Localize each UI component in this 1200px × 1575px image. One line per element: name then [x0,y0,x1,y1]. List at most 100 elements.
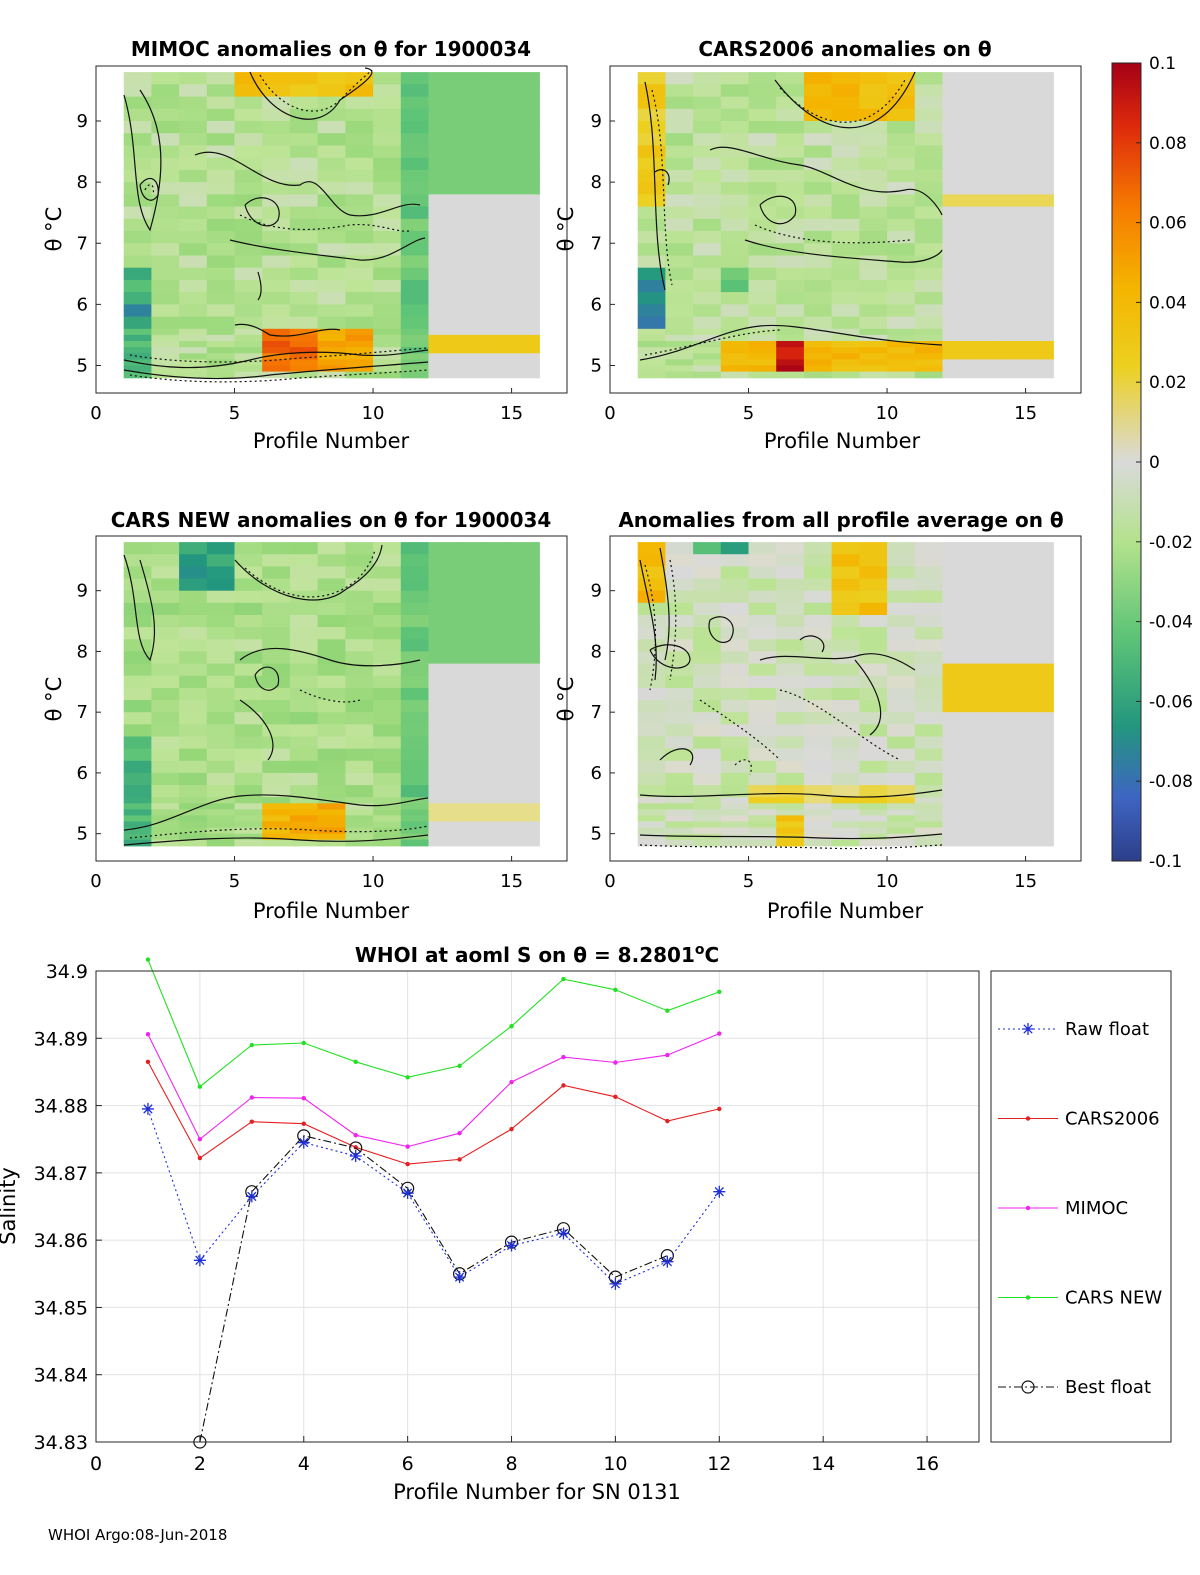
heatmap-cell [997,700,1027,713]
heatmap-cell [123,365,152,373]
heatmap-cell [262,353,291,360]
heatmap-cell [859,353,888,360]
heatmap-cell [859,627,888,640]
heatmap-cell [997,316,1027,330]
data-point-cars2006 [665,1118,670,1124]
heatmap-cell [289,736,319,750]
heatmap-cell [693,797,722,804]
heatmap-cell [289,304,319,318]
heatmap-cell [887,121,916,134]
heatmap-cell [970,316,999,330]
heatmap-cell [693,554,722,567]
heatmap-cell [831,639,860,652]
heatmap-cell [483,359,513,367]
heatmap-cell [942,651,971,665]
colorbar-tick-label: 0.1 [1149,54,1176,74]
heatmap-cell [373,748,402,762]
heatmap-cell [997,255,1027,269]
heatmap-cell [887,772,916,786]
heatmap-cell [859,809,888,817]
heatmap-cell [206,785,236,798]
heatmap-cell [637,663,666,677]
heatmap-cell [289,96,319,110]
data-point-raw-float [193,1254,206,1267]
heatmap-cell [289,359,319,367]
heatmap-cell [997,133,1027,146]
heatmap-cell [179,639,208,652]
heatmap-cell [262,675,291,689]
heatmap-cell [776,748,805,762]
heatmap-cell [693,121,722,134]
heatmap-cell [914,365,944,373]
heatmap-cell [511,839,540,847]
heatmap-cell [942,145,971,159]
heatmap-cell [234,243,263,257]
heatmap-cell [970,772,999,786]
heatmap-cell [179,687,208,701]
heatmap-cell [859,206,888,220]
heatmap-cell [262,797,291,804]
heatmap-cell [720,797,750,804]
heatmap-cell [345,292,374,305]
heatmap-cell [776,72,805,85]
heatmap-cell [179,542,208,555]
heatmap-cell [400,133,430,146]
heatmap-cell [206,827,236,835]
heatmap-cell [776,218,805,232]
heatmap-cell [887,663,916,677]
heatmap-cell [151,108,180,122]
x-tick-label: 0 [90,1453,102,1475]
heatmap-cell [997,797,1027,804]
heatmap-cell [859,267,888,281]
heatmap-cell [720,231,750,244]
heatmap-cell [942,772,971,786]
heatmap-cell [456,712,485,725]
heatmap-cell [234,359,263,367]
heatmap-cell [803,803,833,810]
heatmap-cell [970,712,999,725]
heatmap-cell [665,736,694,750]
heatmap-cell [345,554,374,567]
heatmap-cell [289,815,319,823]
heatmap-cell [831,292,860,305]
heatmap-cell [637,590,666,604]
heatmap-cell [400,839,430,847]
heatmap-cell [456,255,485,269]
heatmap-cell [483,353,513,360]
heatmap-cell [262,243,291,257]
heatmap-cell [803,772,833,786]
heatmap-cell [748,821,777,829]
heatmap-cell [942,554,971,567]
heatmap-cell [262,803,291,810]
heatmap-cell [997,108,1027,122]
heatmap-cell [428,334,457,342]
heatmap-cell [970,133,999,146]
heatmap-cell [803,84,833,98]
heatmap-cell [373,833,402,841]
heatmap-cell [997,371,1027,379]
heatmap-cell [483,827,513,835]
heatmap-cell [206,590,236,604]
y-tick-label: 9 [591,581,602,602]
heatmap-cell [997,809,1027,817]
heatmap-cell [693,84,722,98]
heatmap-cell [859,833,888,841]
heatmap-cell [317,760,346,774]
heatmap-cell [400,554,430,567]
heatmap-cell [859,803,888,810]
heatmap-cell [748,687,777,701]
heatmap-cell [289,194,319,208]
heatmap-cell [720,700,750,713]
heatmap-cell [665,359,694,367]
heatmap-cell [123,821,152,829]
heatmap-cell [373,821,402,829]
heatmap-cell [776,182,805,195]
heatmap-cell [373,797,402,804]
data-point-mimoc [249,1095,255,1100]
data-point-cars2006 [405,1161,410,1167]
heatmap-cell [887,797,916,804]
heatmap-cell [373,675,402,689]
heatmap-cell [234,316,263,330]
heatmap-cell [665,218,694,232]
heatmap-cell [317,292,346,305]
